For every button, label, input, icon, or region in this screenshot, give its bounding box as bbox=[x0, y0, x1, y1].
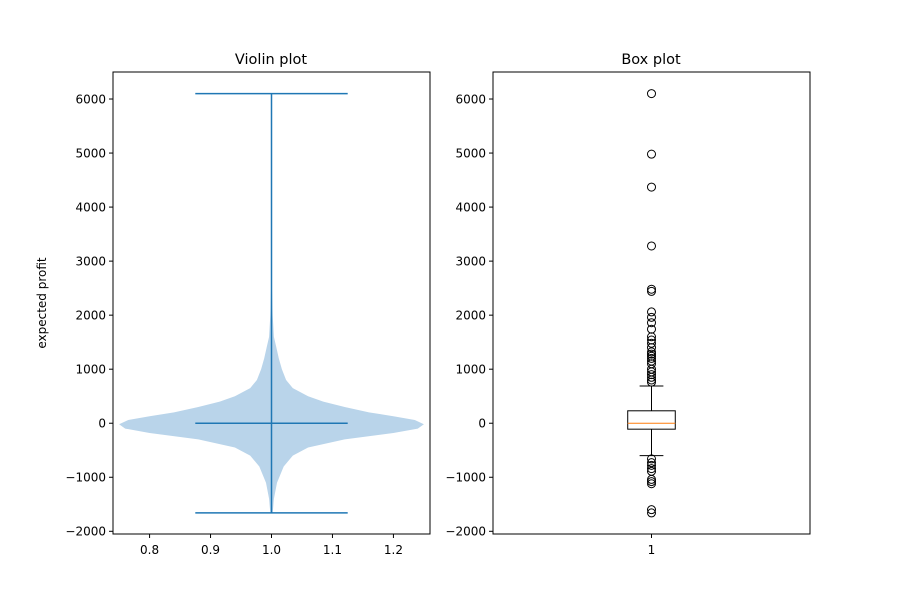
box-outlier bbox=[647, 241, 656, 251]
box-outlier bbox=[647, 286, 656, 296]
violin-y-tick-label: 1000 bbox=[75, 362, 106, 376]
violin-x-tick-label: 1.1 bbox=[323, 543, 342, 557]
box-subplot: Box plot −2000 −1000 0 1000 2000 3000 4000 5000… bbox=[445, 52, 811, 557]
box-outlier bbox=[647, 505, 656, 515]
box-outlier bbox=[647, 149, 656, 159]
violin-y-tick-label: 5000 bbox=[75, 146, 106, 160]
box-y-tick-label: 2000 bbox=[455, 308, 486, 322]
violin-x-tick-label: 0.8 bbox=[140, 543, 159, 557]
box-y-tick-label: 4000 bbox=[455, 200, 486, 214]
box-outlier bbox=[647, 353, 656, 363]
box-y-tick-label: 6000 bbox=[455, 92, 486, 106]
box-outlier bbox=[647, 343, 656, 353]
box-outlier bbox=[647, 477, 656, 487]
box-outlier bbox=[647, 375, 656, 385]
violin-y-ticks: −2000 −1000 0 1000 2000 3000 4000 5000 6000 bbox=[65, 92, 113, 539]
violin-x-ticks: 0.8 0.9 1.0 1.1 1.2 bbox=[140, 534, 403, 557]
box-outlier bbox=[647, 464, 656, 474]
box-outlier bbox=[647, 474, 656, 484]
box-title: Box plot bbox=[621, 52, 681, 68]
violin-y-tick-label: 0 bbox=[98, 417, 106, 431]
box-outlier bbox=[647, 332, 656, 342]
box-outlier bbox=[647, 508, 656, 518]
violin-y-tick-label: −2000 bbox=[65, 525, 106, 539]
box-iqr bbox=[627, 410, 676, 430]
box-y-tick-label: 5000 bbox=[455, 146, 486, 160]
violin-y-tick-label: 3000 bbox=[75, 254, 106, 268]
box-y-tick-label: −2000 bbox=[445, 525, 486, 539]
box-outlier bbox=[647, 338, 656, 348]
box-outlier bbox=[647, 479, 656, 489]
box-outlier bbox=[647, 454, 656, 464]
violin-y-tick-label: 6000 bbox=[75, 92, 106, 106]
box-axes-frame bbox=[492, 71, 811, 535]
violin-x-tick-label: 1.0 bbox=[262, 543, 281, 557]
box-outlier bbox=[647, 347, 656, 357]
box-outlier bbox=[647, 377, 656, 387]
box-x-ticks: 1 bbox=[648, 534, 656, 557]
box-outlier bbox=[647, 458, 656, 468]
box-outlier bbox=[647, 89, 656, 99]
box-outlier bbox=[647, 284, 656, 294]
box-y-tick-label: 1000 bbox=[455, 362, 486, 376]
box-outlier bbox=[647, 182, 656, 192]
violin-x-tick-label: 1.2 bbox=[384, 543, 403, 557]
box-y-ticks: −2000 −1000 0 1000 2000 3000 4000 5000 6000 bbox=[445, 92, 493, 539]
violin-ylabel: expected profit bbox=[35, 257, 49, 349]
violin-marks bbox=[119, 92, 424, 514]
box-y-tick-label: 0 bbox=[478, 417, 486, 431]
violin-subplot: Violin plot expected profit −2000 −1000 0 1… bbox=[35, 52, 431, 557]
violin-y-tick-label: 2000 bbox=[75, 308, 106, 322]
box-outlier bbox=[647, 349, 656, 359]
box-outlier bbox=[647, 307, 656, 317]
box-outlier bbox=[647, 318, 656, 328]
box-y-tick-label: −1000 bbox=[445, 471, 486, 485]
box-outlier bbox=[647, 372, 656, 382]
violin-axes-frame bbox=[112, 71, 431, 535]
box-outlier bbox=[647, 312, 656, 322]
box-x-tick-label: 1 bbox=[648, 543, 656, 557]
box-outlier bbox=[647, 460, 656, 470]
violin-y-tick-label: 4000 bbox=[75, 200, 106, 214]
violin-title: Violin plot bbox=[235, 52, 307, 68]
violin-x-tick-label: 0.9 bbox=[201, 543, 220, 557]
violin-y-tick-label: −1000 bbox=[65, 471, 106, 485]
box-y-tick-label: 3000 bbox=[455, 254, 486, 268]
box-marks bbox=[627, 89, 676, 518]
